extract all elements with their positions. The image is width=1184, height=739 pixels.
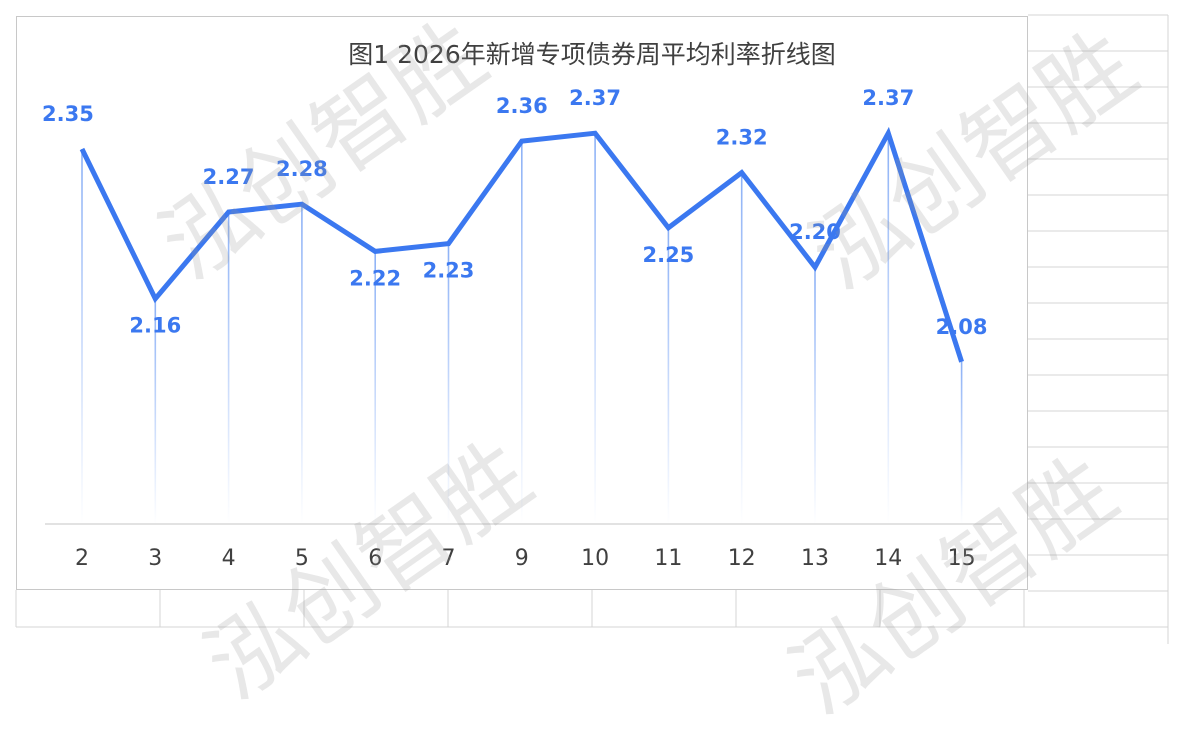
drop-line [154, 298, 157, 524]
line-chart: 图1 2026年新增专项债券周平均利率折线图 2 3 4 5 6 7 9 10 11 12 13 14… [42, 40, 1002, 571]
x-tick-label: 14 [874, 546, 902, 571]
x-tick-label: 6 [368, 546, 382, 571]
data-label: 2.35 [42, 102, 94, 126]
data-label: 2.37 [862, 86, 914, 110]
x-tick-label: 3 [148, 546, 162, 571]
data-label: 2.25 [642, 243, 694, 267]
chart-frame[interactable]: 图1 2026年新增专项债券周平均利率折线图 2 3 4 5 6 7 9 10 11 12 13 14… [16, 16, 1028, 590]
series-line [79, 126, 964, 363]
data-label: 2.32 [716, 126, 768, 150]
drop-line [301, 204, 303, 524]
drop-line [814, 267, 816, 524]
drop-line [887, 133, 890, 524]
x-tick-label: 10 [581, 546, 609, 571]
drop-line [447, 243, 450, 524]
x-tick-label: 12 [728, 546, 756, 571]
drop-line [521, 141, 523, 524]
chart-title: 图1 2026年新增专项债券周平均利率折线图 [348, 40, 835, 69]
x-tick-label: 7 [442, 546, 456, 571]
data-label: 2.23 [423, 259, 475, 283]
drop-line [227, 212, 230, 525]
drop-line [594, 133, 596, 524]
drop-line [960, 361, 963, 524]
x-tick-label: 4 [222, 546, 236, 571]
data-label: 2.22 [349, 266, 401, 290]
data-label: 2.37 [569, 86, 621, 110]
data-label: 2.27 [203, 165, 255, 189]
drop-line [667, 227, 670, 525]
drop-line [81, 149, 83, 524]
x-tick-label: 11 [654, 546, 682, 571]
drop-line [374, 251, 376, 524]
data-label: 2.20 [789, 220, 841, 244]
x-tick-label: 13 [801, 546, 829, 571]
x-tick-label: 9 [515, 546, 529, 571]
data-label: 2.16 [129, 314, 181, 338]
x-tick-label: 5 [295, 546, 309, 571]
data-label: 2.36 [496, 94, 548, 118]
spreadsheet-grid [15, 14, 1169, 644]
x-tick-label: 15 [948, 546, 976, 571]
x-tick-label: 2 [75, 546, 89, 571]
drop-line [740, 172, 743, 524]
data-label: 2.08 [936, 315, 988, 339]
data-label: 2.28 [276, 157, 328, 181]
